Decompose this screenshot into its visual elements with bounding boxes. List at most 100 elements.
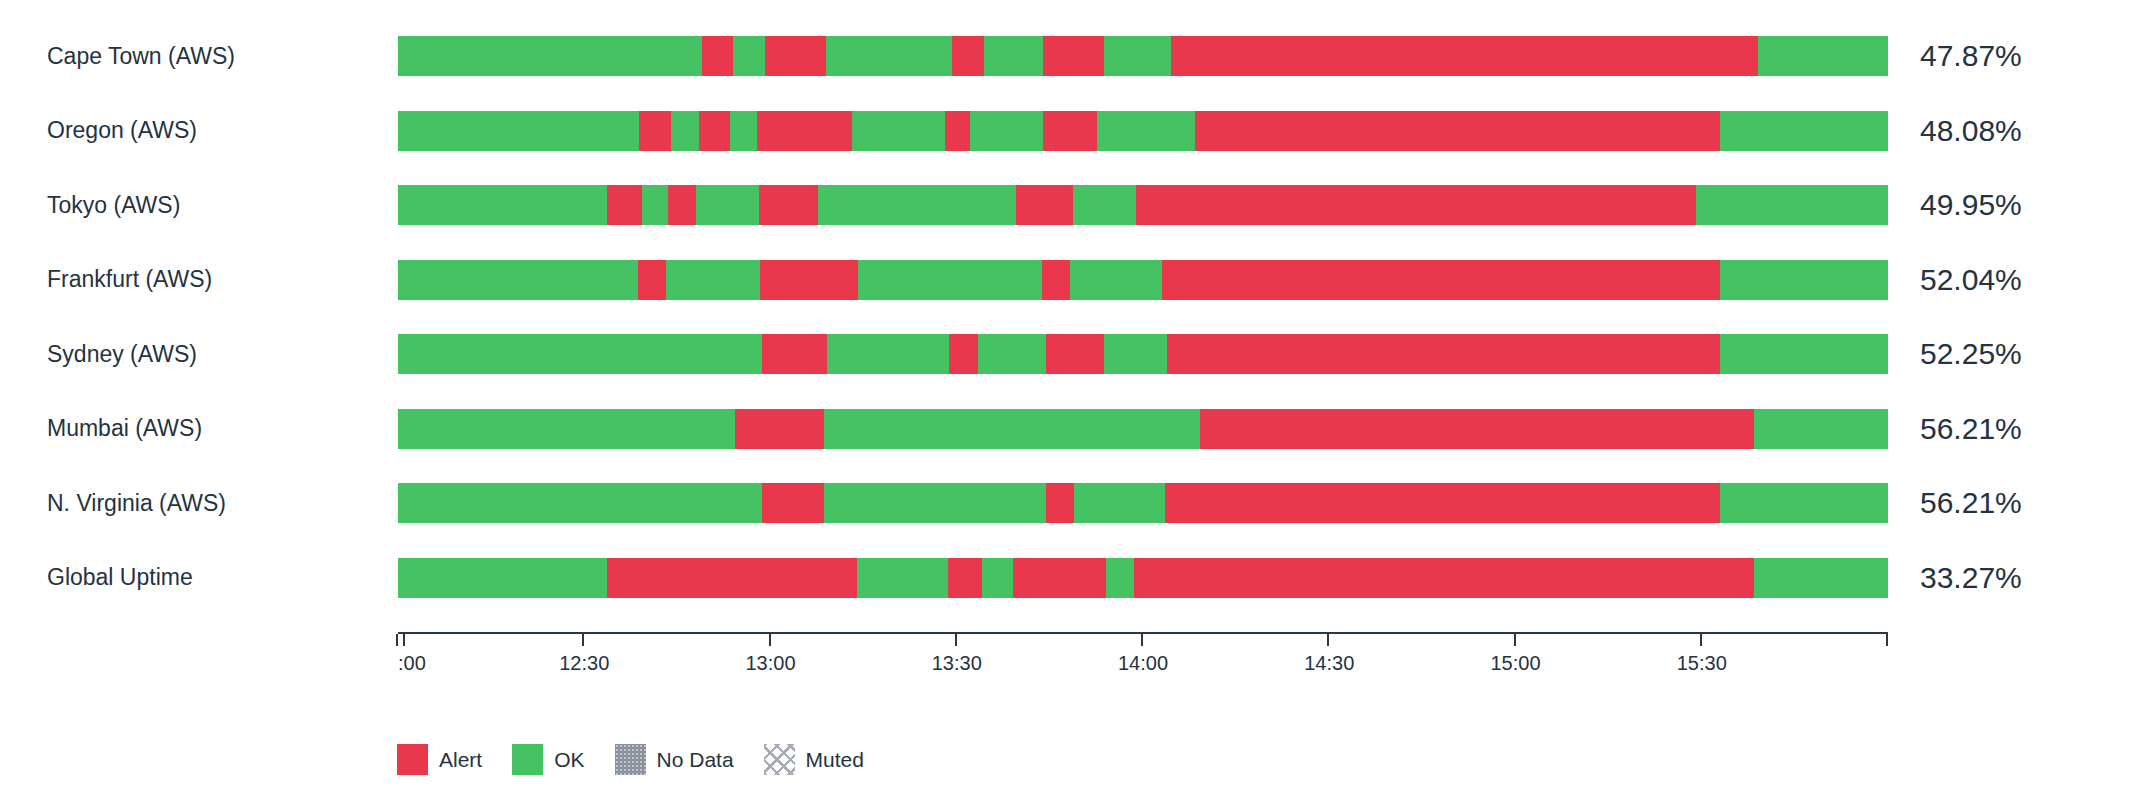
uptime-percentage: 48.08% xyxy=(1888,116,2134,146)
status-segment-ok[interactable] xyxy=(398,334,762,374)
status-segment-ok[interactable] xyxy=(666,260,760,300)
time-axis: :0012:3013:0013:3014:0014:3015:0015:30 xyxy=(398,632,1888,694)
status-segment-alert[interactable] xyxy=(1200,409,1754,449)
status-segment-alert[interactable] xyxy=(639,111,670,151)
status-segment-alert[interactable] xyxy=(699,111,730,151)
status-bar xyxy=(398,483,1888,523)
status-segment-ok[interactable] xyxy=(398,260,638,300)
status-segment-ok[interactable] xyxy=(1073,185,1136,225)
uptime-dashboard: Cape Town (AWS) 47.87% Oregon (AWS) 48.0… xyxy=(0,0,2134,802)
status-segment-ok[interactable] xyxy=(978,334,1047,374)
status-segment-ok[interactable] xyxy=(398,409,735,449)
status-segment-ok[interactable] xyxy=(1070,260,1162,300)
status-segment-ok[interactable] xyxy=(857,558,948,598)
status-segment-alert[interactable] xyxy=(1162,260,1719,300)
axis-tick xyxy=(1327,634,1329,646)
status-segment-ok[interactable] xyxy=(1097,111,1195,151)
axis-tick xyxy=(955,634,957,646)
status-segment-ok[interactable] xyxy=(1106,558,1134,598)
legend-item-ok: OK xyxy=(512,744,584,775)
status-segment-ok[interactable] xyxy=(818,185,1016,225)
status-segment-ok[interactable] xyxy=(1720,260,1888,300)
status-segment-alert[interactable] xyxy=(1167,334,1720,374)
status-bar xyxy=(398,558,1888,598)
status-segment-alert[interactable] xyxy=(1042,260,1070,300)
uptime-percentage: 52.04% xyxy=(1888,265,2134,295)
status-segment-alert[interactable] xyxy=(1171,36,1758,76)
monitor-row: Frankfurt (AWS) 52.04% xyxy=(0,260,2134,300)
status-segment-ok[interactable] xyxy=(824,409,1199,449)
status-segment-alert[interactable] xyxy=(1165,483,1719,523)
status-segment-ok[interactable] xyxy=(970,111,1043,151)
status-segment-ok[interactable] xyxy=(730,111,757,151)
legend-label: Alert xyxy=(439,748,482,772)
axis-tick-label: :00 xyxy=(398,652,426,675)
status-bar xyxy=(398,111,1888,151)
monitor-row: Sydney (AWS) 52.25% xyxy=(0,334,2134,374)
status-segment-ok[interactable] xyxy=(1720,483,1888,523)
status-segment-alert[interactable] xyxy=(607,185,643,225)
status-segment-ok[interactable] xyxy=(1074,483,1165,523)
status-segment-alert[interactable] xyxy=(668,185,696,225)
legend-item-muted: Muted xyxy=(764,744,864,775)
legend-swatch-muted xyxy=(764,744,795,775)
status-segment-alert[interactable] xyxy=(945,111,970,151)
status-segment-alert[interactable] xyxy=(949,334,977,374)
status-segment-ok[interactable] xyxy=(1754,409,1888,449)
status-segment-ok[interactable] xyxy=(858,260,1041,300)
status-segment-ok[interactable] xyxy=(827,334,949,374)
status-segment-alert[interactable] xyxy=(1134,558,1754,598)
status-segment-ok[interactable] xyxy=(398,185,607,225)
status-segment-ok[interactable] xyxy=(984,36,1044,76)
status-segment-alert[interactable] xyxy=(1046,334,1104,374)
axis-tick xyxy=(582,634,584,646)
status-segment-alert[interactable] xyxy=(759,185,819,225)
status-segment-alert[interactable] xyxy=(952,36,983,76)
legend-swatch-no_data xyxy=(615,744,646,775)
status-segment-ok[interactable] xyxy=(824,483,1046,523)
status-segment-alert[interactable] xyxy=(735,409,824,449)
status-segment-alert[interactable] xyxy=(1016,185,1073,225)
status-segment-alert[interactable] xyxy=(760,260,858,300)
status-segment-ok[interactable] xyxy=(852,111,944,151)
status-segment-ok[interactable] xyxy=(671,111,699,151)
status-segment-alert[interactable] xyxy=(1043,111,1097,151)
status-segment-alert[interactable] xyxy=(1046,483,1074,523)
status-segment-ok[interactable] xyxy=(398,558,607,598)
status-segment-alert[interactable] xyxy=(1043,36,1104,76)
status-segment-alert[interactable] xyxy=(765,36,826,76)
status-segment-alert[interactable] xyxy=(1013,558,1105,598)
status-segment-alert[interactable] xyxy=(607,558,857,598)
status-segment-ok[interactable] xyxy=(642,185,667,225)
status-segment-ok[interactable] xyxy=(398,36,702,76)
status-segment-ok[interactable] xyxy=(982,558,1013,598)
uptime-percentage: 49.95% xyxy=(1888,190,2134,220)
status-segment-alert[interactable] xyxy=(762,334,828,374)
status-segment-alert[interactable] xyxy=(638,260,666,300)
status-segment-ok[interactable] xyxy=(1758,36,1888,76)
monitor-label: Oregon (AWS) xyxy=(0,119,398,142)
status-segment-ok[interactable] xyxy=(826,36,953,76)
status-segment-ok[interactable] xyxy=(1104,36,1171,76)
status-segment-alert[interactable] xyxy=(762,483,825,523)
status-segment-ok[interactable] xyxy=(1104,334,1167,374)
status-segment-alert[interactable] xyxy=(702,36,733,76)
status-segment-ok[interactable] xyxy=(1720,111,1888,151)
monitor-label: Sydney (AWS) xyxy=(0,343,398,366)
status-segment-ok[interactable] xyxy=(733,36,764,76)
monitor-label: Tokyo (AWS) xyxy=(0,194,398,217)
axis-tick-label: 14:30 xyxy=(1304,652,1354,675)
status-segment-alert[interactable] xyxy=(1195,111,1719,151)
status-segment-ok[interactable] xyxy=(696,185,759,225)
status-segment-ok[interactable] xyxy=(398,483,762,523)
status-segment-ok[interactable] xyxy=(1720,334,1888,374)
status-segment-alert[interactable] xyxy=(948,558,982,598)
status-segment-ok[interactable] xyxy=(1696,185,1888,225)
monitor-label: Frankfurt (AWS) xyxy=(0,268,398,291)
status-segment-alert[interactable] xyxy=(1136,185,1696,225)
status-segment-ok[interactable] xyxy=(1754,558,1888,598)
status-segment-ok[interactable] xyxy=(398,111,639,151)
status-segment-alert[interactable] xyxy=(757,111,852,151)
monitor-row: Oregon (AWS) 48.08% xyxy=(0,111,2134,151)
monitor-label: Global Uptime xyxy=(0,566,398,589)
